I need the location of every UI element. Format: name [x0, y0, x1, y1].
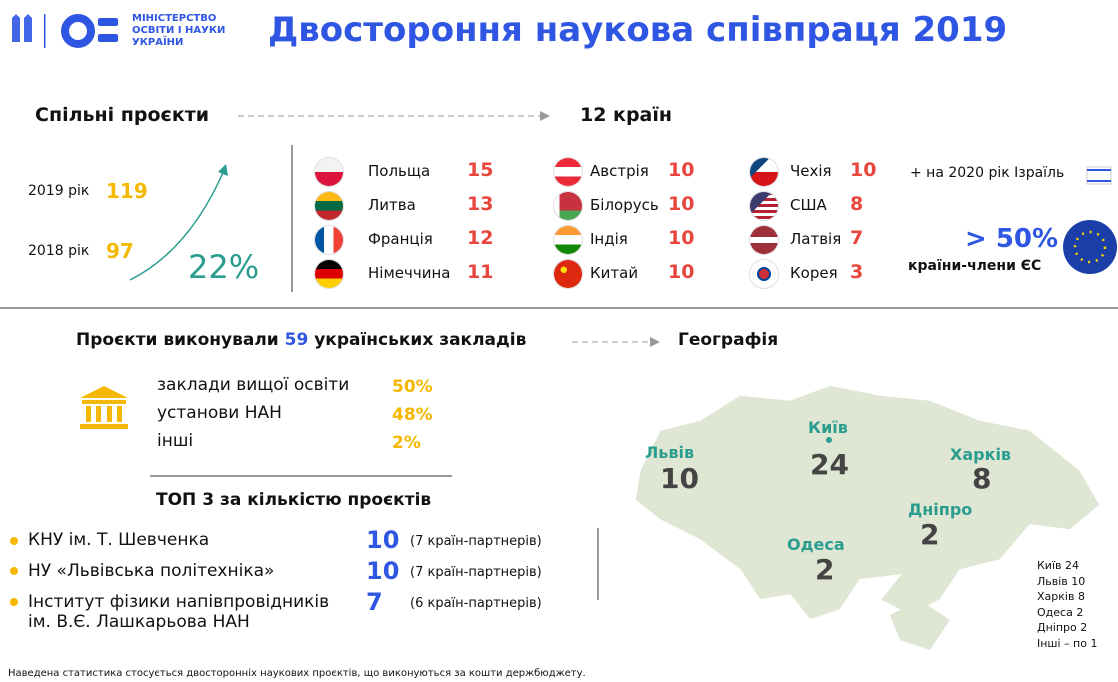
country-value: 10 [668, 227, 695, 249]
city-value: 10 [660, 462, 699, 495]
city-value: 24 [810, 448, 849, 481]
type-name: установи НАН [157, 403, 282, 423]
legend-line: Одеса 2 [1037, 605, 1084, 619]
country-value: 15 [467, 159, 494, 181]
country-name: Литва [368, 196, 416, 214]
section-title: Спільні проєкти [35, 104, 210, 126]
flag [315, 226, 343, 254]
ministry-line: УКРАЇНИ [132, 37, 184, 48]
year-value: 97 [106, 239, 134, 263]
top-name: Інститут фізики напівпровідників ім. В.Є… [28, 592, 330, 632]
type-name: інші [157, 431, 194, 451]
growth: 22% [188, 248, 260, 286]
flag [750, 226, 778, 254]
top-name: НУ «Львівська політехніка» [28, 561, 275, 581]
map [634, 384, 1101, 621]
growth-curve [129, 167, 226, 281]
year-label: 2018 рік [28, 243, 90, 259]
country-value: 10 [850, 159, 877, 181]
top-value: 10 [366, 557, 400, 585]
country-name: Франція [368, 230, 433, 248]
top-partners: (7 країн-партнерів) [410, 534, 542, 549]
section-title: 12 країн [580, 104, 673, 126]
flag [750, 260, 778, 288]
city-name: Київ [808, 418, 848, 437]
city-name: Одеса [787, 535, 845, 554]
country-value: 10 [668, 159, 695, 181]
country-value: 13 [467, 193, 494, 215]
city-value: 2 [920, 518, 940, 551]
flag [315, 158, 343, 186]
city-name: Харків [950, 445, 1012, 464]
legend-line: Київ 24 [1037, 559, 1079, 572]
section-title: Географія [678, 330, 779, 350]
flag [554, 158, 582, 186]
country-value: 8 [850, 193, 864, 215]
top-partners: (6 країн-партнерів) [410, 596, 542, 611]
flag [315, 192, 343, 220]
flag [554, 192, 582, 220]
country-value: 10 [668, 261, 695, 283]
eu-value: > 50% [965, 224, 1059, 254]
country-name: США [790, 196, 827, 214]
count: 59 [284, 330, 309, 350]
legend-line: Дніпро 2 [1037, 621, 1088, 634]
ministry-line: ОСВІТИ І НАУКИ [132, 25, 226, 36]
country-name: Польща [368, 162, 431, 180]
country-name: Білорусь [590, 196, 659, 214]
israel-flag [1086, 166, 1112, 185]
legend-line: Інші – по 1 [1037, 636, 1098, 650]
year-value: 119 [106, 179, 148, 203]
legend-line: Львів 10 [1037, 574, 1086, 588]
country-name: Індія [590, 230, 628, 248]
city-value: 8 [972, 462, 992, 495]
country-name: Китай [590, 264, 639, 282]
type-value: 2% [392, 433, 421, 453]
type-value: 50% [392, 377, 433, 397]
eu-label: країни-члени ЄС [908, 258, 1042, 274]
top-name: КНУ ім. Т. Шевченка [28, 530, 210, 550]
type-value: 48% [392, 405, 433, 425]
top-partners: (7 країн-партнерів) [410, 565, 542, 580]
flag [315, 260, 343, 288]
institution-icon [80, 386, 128, 429]
country-name: Корея [790, 264, 838, 282]
eu-flag [1063, 220, 1117, 274]
city-name: Дніпро [908, 500, 973, 519]
institutions-title: Проєкти виконували 59 українських заклад… [76, 330, 526, 350]
footnote: Наведена статистика стосується двосторон… [8, 668, 586, 679]
city-name: Львів [645, 443, 695, 462]
top-value: 10 [366, 526, 400, 554]
country-value: 3 [850, 261, 864, 283]
city-legend: Київ 24 Львів 10 Харків 8 Одеса 2 Дніпро 2 Ін… [1037, 558, 1097, 651]
year-label: 2019 рік [28, 183, 90, 199]
extra-note: + на 2020 рік Ізраїль [910, 165, 1065, 181]
country-name: Чехія [790, 162, 832, 180]
text: Проєкти виконували [76, 330, 279, 350]
country-name: Австрія [590, 162, 649, 180]
text: українських закладів [314, 330, 527, 350]
title: Двостороння наукова співпраця 2019 [268, 10, 1008, 50]
ministry-line: МІНІСТЕРСТВО [132, 13, 217, 24]
flag [750, 192, 778, 220]
country-value: 11 [467, 261, 494, 283]
flag [554, 260, 582, 288]
country-value: 12 [467, 227, 494, 249]
country-value: 7 [850, 227, 864, 249]
country-value: 10 [668, 193, 695, 215]
city-value: 2 [815, 553, 835, 586]
top-value: 7 [366, 588, 383, 616]
ministry: МІНІСТЕРСТВО ОСВІТИ І НАУКИ УКРАЇНИ [132, 13, 225, 49]
country-name: Латвія [790, 230, 842, 248]
flag [554, 226, 582, 254]
section-title: ТОП 3 за кількістю проєктів [156, 490, 432, 510]
logo [12, 14, 118, 48]
country-name: Німеччина [368, 264, 451, 282]
flag [750, 158, 778, 186]
legend-line: Харків 8 [1037, 590, 1085, 603]
type-name: заклади вищої освіти [157, 375, 350, 395]
